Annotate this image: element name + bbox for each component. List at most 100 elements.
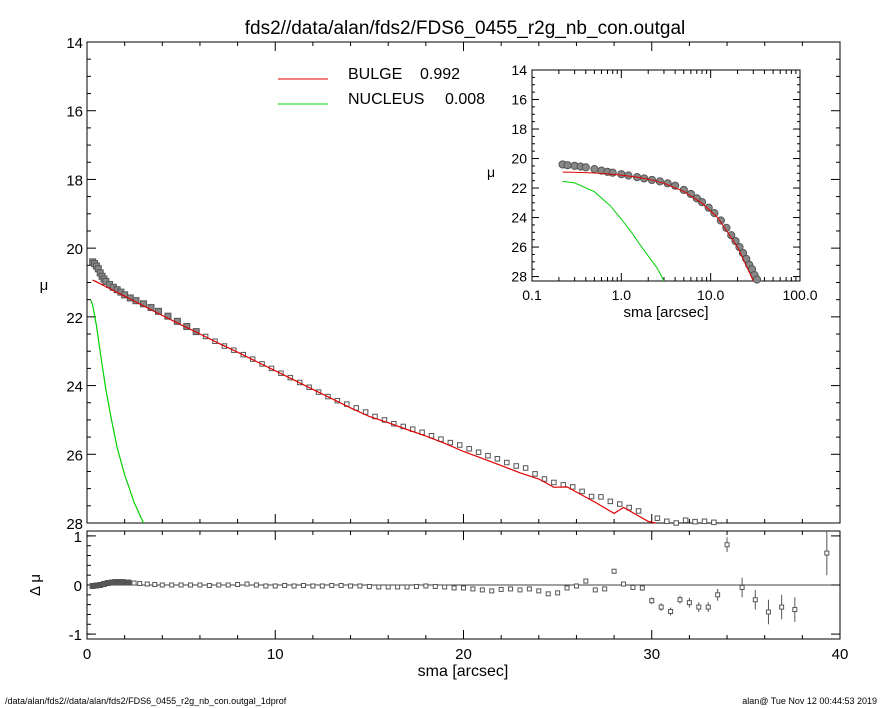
residual-data-point [319, 583, 325, 589]
main-data-point [701, 518, 708, 525]
main-data-point [664, 518, 670, 525]
main-y-tick-label: 26 [66, 447, 83, 464]
inset-data-point [563, 161, 572, 170]
residual-x-tick-label: 30 [643, 646, 660, 663]
residual-data-point [291, 583, 297, 589]
residual-y-tick-label: 0 [74, 578, 82, 595]
residual-data-point [300, 582, 306, 588]
inset-plot-frame [531, 69, 801, 282]
residual-data-point [592, 587, 598, 593]
legend-bulge-value: 0.992 [420, 66, 460, 83]
residual-data-point [696, 604, 702, 610]
residual-data-point [479, 587, 485, 593]
footer-file-path: /data/alan/fds2//data/alan/fds2/FDS6_045… [5, 696, 287, 706]
residual-data-point [423, 583, 429, 589]
residual-data-point [159, 582, 165, 588]
main-x-ticks [86, 42, 841, 523]
inset-nucleus-line [562, 180, 665, 282]
inset-x-tick-label: 0.1 [522, 287, 542, 303]
main-data-point [569, 484, 576, 490]
residual-data-point [517, 587, 523, 593]
residual-x-axis-label: sma [arcsec] [418, 663, 509, 680]
main-y-tick-label: 22 [66, 310, 83, 327]
residual-y-axis-label: Δ μ [27, 574, 44, 596]
residual-data-point [413, 583, 419, 589]
residual-data-point [715, 592, 721, 598]
residual-data-point [263, 583, 269, 589]
inset-series-group [558, 160, 762, 284]
inset-y-tick-label: 18 [511, 121, 527, 137]
residual-data-point [432, 583, 438, 589]
inset-data-point [697, 197, 707, 207]
residual-data-point [442, 584, 448, 590]
main-nucleus-line [90, 300, 145, 524]
residual-data-point [677, 597, 683, 603]
residual-data-point [144, 581, 150, 587]
residual-data-point [536, 588, 542, 594]
residual-data-point [169, 582, 175, 588]
residual-data-point [338, 582, 344, 588]
legend-nucleus-value: 0.008 [445, 91, 485, 108]
residual-data-point [395, 584, 401, 590]
residual-data-point [461, 585, 466, 591]
main-data-point [381, 417, 388, 423]
residual-data-point [649, 598, 655, 604]
main-data-point [494, 456, 501, 462]
inset-x-tick-label: 10.0 [697, 287, 724, 303]
main-data-point [635, 508, 642, 514]
inset-data-point [581, 163, 590, 172]
main-data-point [541, 476, 548, 482]
inset-x-axis-label: sma [arcsec] [623, 304, 708, 321]
main-data-point [551, 479, 557, 486]
residual-data-point [206, 582, 212, 588]
main-data-point [607, 498, 614, 505]
main-profile-panel: 14 16 18 20 22 24 26 28 μ BULGE 0.992 NUCLEUS 0… [40, 35, 841, 533]
main-data-point [711, 519, 717, 526]
residual-data-point [152, 582, 158, 588]
legend-nucleus-label: NUCLEUS [348, 91, 424, 108]
residual-data-point [310, 583, 316, 589]
inset-x-tick-label: 1.0 [612, 287, 632, 303]
residual-data-point [348, 583, 354, 589]
residual-data-point [621, 581, 627, 587]
main-y-tick-label: 24 [66, 379, 83, 396]
residual-data-point [329, 582, 335, 588]
residual-data-point [765, 609, 771, 615]
inset-x-tick-label: 100.0 [782, 287, 817, 303]
main-y-ticks: 14 16 18 20 22 24 26 28 [66, 35, 840, 533]
main-data-point [579, 488, 585, 495]
main-data-point [673, 520, 679, 526]
residual-data-point [385, 584, 391, 590]
residual-data-point [376, 584, 382, 590]
residual-data-point [137, 581, 143, 587]
inset-data-point [608, 168, 617, 177]
inset-data-point [704, 203, 713, 212]
main-data-point [447, 439, 454, 446]
main-data-point [616, 501, 623, 507]
residual-data-point [630, 584, 636, 590]
main-y-tick-label: 28 [66, 516, 83, 533]
residual-data-point [752, 597, 758, 603]
residual-data-point [824, 550, 830, 556]
residual-data-point [225, 582, 231, 588]
residual-data-point [498, 586, 504, 592]
residual-data-point [639, 585, 645, 591]
residual-x-tick-label: 40 [832, 646, 849, 663]
main-data-point [692, 518, 698, 525]
residual-data-point [282, 582, 288, 588]
main-y-tick-label: 16 [66, 104, 83, 121]
inset-data-point [710, 209, 719, 218]
residual-data-point [451, 585, 457, 591]
main-data-point [155, 307, 163, 315]
legend-bulge-label: BULGE [348, 66, 402, 83]
main-y-axis-label: μ [40, 277, 49, 294]
residual-data-point [602, 586, 608, 592]
inset-y-tick-label: 22 [511, 180, 527, 196]
inset-y-tick-label: 20 [511, 151, 527, 167]
main-y-tick-label: 18 [66, 172, 83, 189]
main-bulge-line [92, 279, 656, 524]
residual-data-point [564, 585, 570, 591]
residual-data-point [131, 580, 137, 586]
inset-y-tick-label: 16 [511, 92, 527, 108]
